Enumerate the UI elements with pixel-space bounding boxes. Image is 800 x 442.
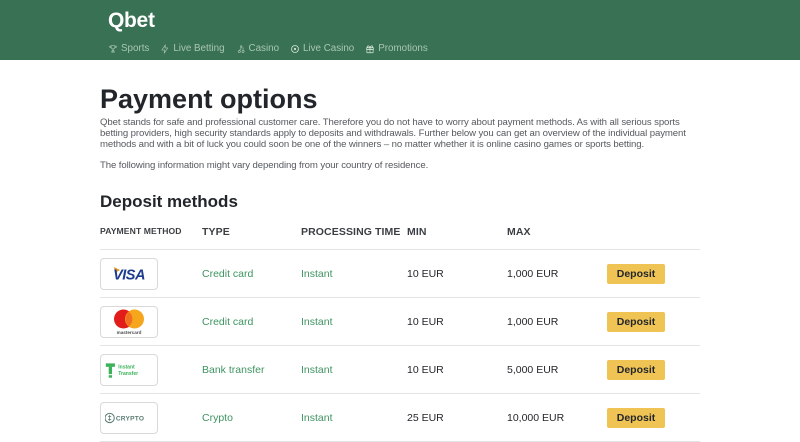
svg-text:Transfer: Transfer xyxy=(118,370,138,376)
svg-text:Instant: Instant xyxy=(118,364,135,370)
svg-text:VISA: VISA xyxy=(113,267,145,283)
svg-text:CRYPTO: CRYPTO xyxy=(116,415,144,422)
svg-text:mastercard: mastercard xyxy=(117,330,142,335)
